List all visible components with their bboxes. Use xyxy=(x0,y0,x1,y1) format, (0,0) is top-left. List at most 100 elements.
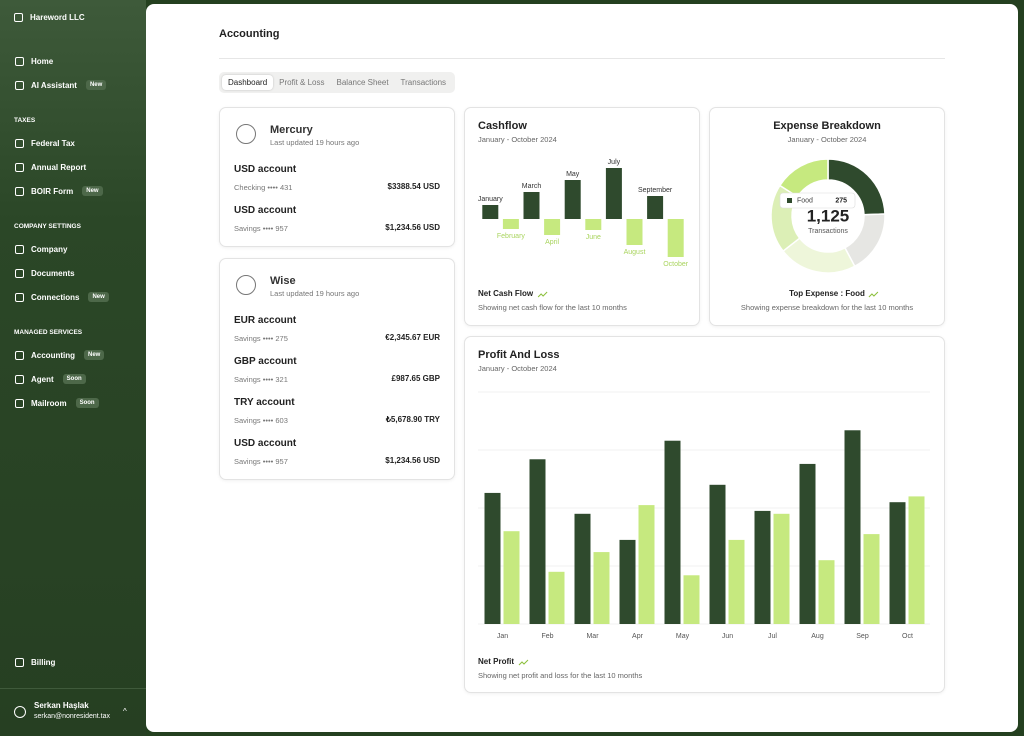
chart-caption: Showing net profit and loss for the last… xyxy=(478,671,643,680)
account-balance: $1,234.56 USD xyxy=(385,223,440,232)
bar xyxy=(683,575,700,624)
nav-icon xyxy=(15,398,24,408)
user-name[interactable]: Serkan Haşlak xyxy=(34,701,89,710)
nav-item[interactable]: Accounting New xyxy=(0,343,146,367)
section-title: COMPANY SETTINGS xyxy=(14,222,81,230)
bar-label: April xyxy=(545,239,559,246)
tab[interactable]: Profit & Loss xyxy=(279,78,325,87)
billing[interactable]: Billing xyxy=(15,658,55,667)
nav-icon xyxy=(15,350,24,360)
tab[interactable]: Dashboard xyxy=(222,75,274,90)
account-detail: Savings •••• 957 xyxy=(234,224,288,233)
billing-label: Billing xyxy=(31,658,56,667)
bar xyxy=(908,496,925,624)
account-balance: £987.65 GBP xyxy=(391,374,440,383)
user-email: serkan@nonresident.tax xyxy=(34,713,110,720)
account-balance: ₺5,678.90 TRY xyxy=(385,415,440,424)
nav-item[interactable]: Documents xyxy=(0,261,146,285)
nav-icon xyxy=(15,186,24,196)
bank-name: Mercury xyxy=(270,124,313,136)
x-tick-label: Jan xyxy=(497,633,508,640)
x-tick-label: Mar xyxy=(586,633,599,640)
bar xyxy=(523,192,540,219)
bank-name: Wise xyxy=(270,275,296,287)
bar xyxy=(503,531,520,624)
avatar xyxy=(14,706,26,718)
donut-total: 1,125 xyxy=(807,206,850,225)
billing-icon xyxy=(15,658,24,667)
bar xyxy=(574,513,591,624)
nav-label: Company xyxy=(31,244,68,254)
nav-item[interactable]: Annual Report xyxy=(0,155,146,179)
expense-card xyxy=(709,107,945,326)
chart-subtitle: January - October 2024 xyxy=(788,135,867,144)
nav-item[interactable]: AI Assistant New xyxy=(0,73,146,97)
bar xyxy=(605,168,622,219)
nav-item[interactable]: Agent Soon xyxy=(0,367,146,391)
nav-item[interactable]: Mailroom Soon xyxy=(0,391,146,415)
account-name: USD account xyxy=(234,438,297,449)
x-tick-label: Jun xyxy=(722,633,733,640)
nav-icon xyxy=(15,268,24,278)
bar-label: January xyxy=(478,196,503,203)
bar xyxy=(484,492,501,624)
bar xyxy=(482,205,499,219)
org[interactable]: Hareword LLC xyxy=(14,13,85,22)
bar xyxy=(709,484,726,624)
bar xyxy=(844,430,861,624)
bar-label: May xyxy=(566,171,580,178)
bar xyxy=(529,459,546,624)
section-title: TAXES xyxy=(14,116,36,124)
x-tick-label: Apr xyxy=(632,633,644,640)
nav-label: BOIR Form xyxy=(31,186,74,196)
nav-item[interactable]: Connections New xyxy=(0,285,146,309)
bar xyxy=(773,513,790,624)
bar xyxy=(638,505,655,624)
bar-label: June xyxy=(586,234,601,241)
nav-label: Annual Report xyxy=(31,162,87,172)
nav-icon xyxy=(15,244,24,254)
chevron[interactable]: ^ xyxy=(123,707,127,716)
tab[interactable]: Balance Sheet xyxy=(336,78,389,87)
nav-item[interactable]: Federal Tax xyxy=(0,131,146,155)
account-name: USD account xyxy=(234,164,297,175)
bar-label: February xyxy=(497,233,526,240)
bar-label: July xyxy=(608,159,621,166)
chart-footer: Net Profit xyxy=(478,657,514,666)
account-detail: Savings •••• 603 xyxy=(234,416,288,425)
nav-label: Mailroom xyxy=(31,398,67,408)
nav-label: Accounting xyxy=(31,350,75,360)
org-icon xyxy=(14,13,23,22)
nav-icon xyxy=(15,80,24,90)
chart-title: Profit And Loss xyxy=(478,349,559,361)
section-title: MANAGED SERVICES xyxy=(14,328,83,336)
bar xyxy=(619,539,636,624)
chart-subtitle: January - October 2024 xyxy=(478,135,557,144)
bar xyxy=(564,180,581,219)
nav-icon xyxy=(15,292,24,302)
chart-caption: Showing expense breakdown for the last 1… xyxy=(741,303,913,312)
page-title: Accounting xyxy=(219,28,280,40)
nav-item[interactable]: Company xyxy=(0,237,146,261)
nav-item[interactable]: BOIR Form New xyxy=(0,179,146,203)
nav-item[interactable]: Home xyxy=(0,49,146,73)
tooltip xyxy=(779,192,856,209)
nav-list: Home AI Assistant New TAXES Federal Tax Annua… xyxy=(0,49,146,415)
nav-icon xyxy=(15,374,24,384)
bar-label: March xyxy=(522,183,542,190)
nav-label: Home xyxy=(31,56,54,66)
nav-label: Federal Tax xyxy=(31,138,75,148)
account-balance: $3388.54 USD xyxy=(387,182,440,191)
tabs: Dashboard Profit & Loss Balance Sheet Trans… xyxy=(219,72,456,93)
nav-icon xyxy=(15,162,24,172)
tooltip-value: 275 xyxy=(835,197,847,204)
chart-footer: Net Cash Flow xyxy=(478,289,534,298)
divider xyxy=(219,58,945,59)
tab[interactable]: Transactions xyxy=(400,78,447,87)
x-tick-label: May xyxy=(676,633,690,640)
account-detail: Savings •••• 957 xyxy=(234,457,288,466)
chart-title: Expense Breakdown xyxy=(773,120,881,132)
tooltip-label: Food xyxy=(797,197,813,204)
chart-subtitle: January - October 2024 xyxy=(478,364,557,373)
